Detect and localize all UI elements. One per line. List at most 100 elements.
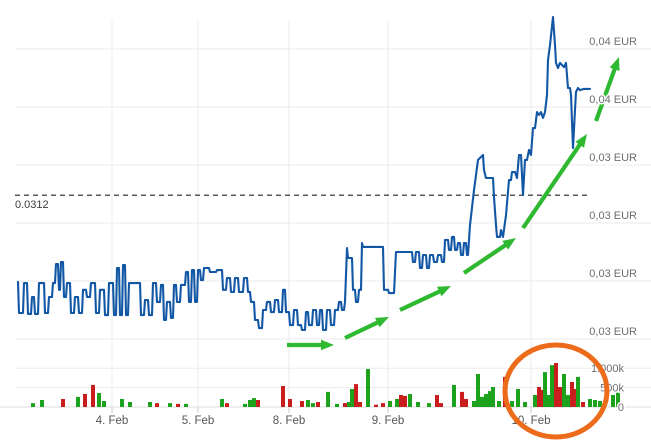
x-axis-date-label: 9. Feb xyxy=(372,415,405,427)
trend-arrow-head-icon xyxy=(437,286,451,297)
volume-bar-up xyxy=(593,400,597,407)
reference-line-label: 0.0312 xyxy=(15,199,49,211)
volume-bar-up xyxy=(76,396,80,407)
volume-bar-up xyxy=(476,374,480,407)
volume-bar-up xyxy=(562,374,566,407)
volume-bar-up xyxy=(547,395,551,407)
volume-bar-up xyxy=(484,394,488,407)
volume-bar-down xyxy=(464,399,468,407)
price-axis-label: 0,04 EUR xyxy=(589,94,637,106)
volume-bar-down xyxy=(176,403,180,407)
volume-bar-up xyxy=(598,401,602,407)
volume-bar-up xyxy=(102,401,106,407)
volume-bar-up xyxy=(566,395,570,407)
volume-bar-up xyxy=(306,400,310,407)
volume-bar-up xyxy=(516,389,520,407)
trend-arrow-shaft xyxy=(594,65,618,122)
volume-bar-up xyxy=(533,395,537,407)
volume-bar-up xyxy=(510,401,514,407)
volume-bar-up xyxy=(326,391,330,407)
volume-axis-label: 500k xyxy=(600,383,624,395)
volume-bar-down xyxy=(91,384,95,407)
volume-bar-up xyxy=(523,402,527,407)
volume-bar-up xyxy=(350,389,354,407)
volume-bar-down xyxy=(435,395,439,407)
volume-bar-down xyxy=(83,394,87,407)
volume-bar-up xyxy=(497,401,501,407)
volume-bar-down xyxy=(256,400,260,407)
volume-axis-label: 0 xyxy=(618,402,624,414)
volume-bar-down xyxy=(358,402,362,407)
volume-bar-up xyxy=(576,376,580,407)
trend-arrow-head-icon xyxy=(375,317,389,328)
volume-bar-down xyxy=(573,389,577,407)
volume-bar-down xyxy=(316,402,320,407)
volume-bar-up xyxy=(97,393,101,407)
volume-bar-down xyxy=(558,387,562,407)
volume-bar-up xyxy=(366,369,370,407)
volume-bar-up xyxy=(168,403,172,407)
volume-bar-up xyxy=(388,401,392,407)
volume-bar-up xyxy=(184,403,188,407)
volume-bar-up xyxy=(611,395,615,407)
trend-arrow-head-icon xyxy=(502,238,516,250)
volume-bar-up xyxy=(311,403,315,407)
price-axis-label: 0,04 EUR xyxy=(589,36,637,48)
volume-bar-up xyxy=(408,394,412,407)
volume-bar-down xyxy=(61,399,65,407)
volume-bar-down xyxy=(537,387,541,407)
highlight-circle xyxy=(502,342,610,440)
volume-bar-down xyxy=(343,403,347,407)
trend-arrow-head-icon xyxy=(609,57,620,71)
volume-bar-down xyxy=(540,389,544,407)
volume-bar-up xyxy=(252,398,256,407)
volume-bar-up xyxy=(335,403,339,407)
price-axis-label: 0,03 EUR xyxy=(589,152,637,164)
volume-bar-up xyxy=(416,402,420,407)
volume-bar-up xyxy=(220,399,224,407)
volume-bar-up xyxy=(472,401,476,407)
volume-bar-down xyxy=(155,403,159,407)
price-axis-label: 0,03 EUR xyxy=(589,210,637,222)
x-axis-date-label: 4. Feb xyxy=(96,415,129,427)
volume-bar-down xyxy=(225,403,229,407)
trend-arrow-shaft xyxy=(399,288,443,312)
volume-bar-up xyxy=(395,399,399,407)
trend-arrow-shaft xyxy=(344,319,381,340)
volume-bar-down xyxy=(570,382,574,407)
volume-bar-down xyxy=(439,403,443,407)
volume-bar-down xyxy=(403,395,407,407)
trend-arrow-shaft xyxy=(462,241,509,275)
volume-bar-down xyxy=(281,386,285,407)
volume-bar-up xyxy=(452,384,456,407)
volume-bar-down xyxy=(381,403,385,407)
volume-bar-up xyxy=(248,400,252,407)
trend-arrow-shaft xyxy=(521,141,584,230)
price-line xyxy=(16,15,592,332)
volume-bar-down xyxy=(288,399,292,407)
volume-bar-up xyxy=(543,372,547,407)
trend-arrow-head-icon xyxy=(321,339,334,351)
volume-bar-up xyxy=(488,391,492,407)
volume-bar-up xyxy=(347,402,351,407)
x-axis-date-label: 5. Feb xyxy=(182,415,215,427)
volume-bar-down xyxy=(460,391,464,407)
volume-bar-up xyxy=(243,403,247,407)
volume-bar-down xyxy=(300,401,304,407)
trend-arrow-head-icon xyxy=(575,134,587,148)
volume-bar-up xyxy=(427,403,431,407)
volume-bar-up xyxy=(40,400,44,407)
volume-bar-up xyxy=(550,365,554,407)
price-axis-label: 0,03 EUR xyxy=(589,326,637,338)
volume-bar-up xyxy=(128,402,132,407)
volume-bar-down xyxy=(554,363,558,407)
volume-bar-up xyxy=(148,402,152,407)
price-axis-label: 0,03 EUR xyxy=(589,268,637,280)
volume-bar-down xyxy=(581,402,585,407)
volume-bar-up xyxy=(616,387,620,407)
volume-bar-up xyxy=(120,399,124,407)
volume-bar-down xyxy=(374,404,378,407)
x-axis-date-label: 8. Feb xyxy=(273,415,306,427)
